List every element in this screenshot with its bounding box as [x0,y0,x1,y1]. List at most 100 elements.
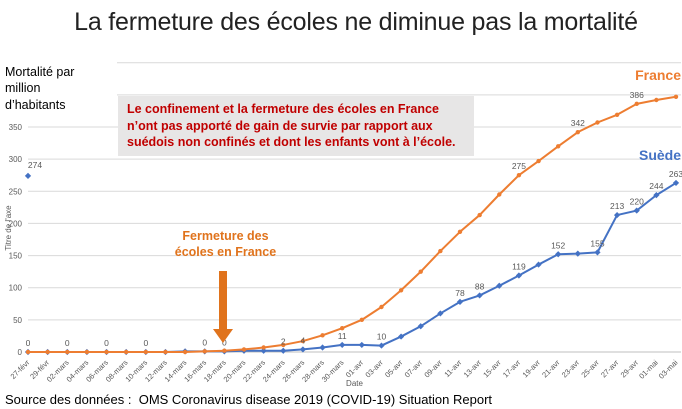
data-point-france [339,326,345,331]
data-point-france [634,101,639,107]
data-label-suède: 4 [301,335,306,345]
annotation-line2: écoles en France [174,244,277,259]
data-point-suède [417,323,424,330]
down-arrow-shaft [219,271,227,330]
data-label-suède: 244 [649,181,663,191]
y-tick-label: 350 [9,123,23,132]
data-point-suède [260,347,267,354]
annotation-line1: Fermeture des [182,229,269,243]
series-label-france: France [635,67,681,83]
data-label-suède: 11 [338,331,347,341]
data-point-suède [319,344,326,351]
data-point-france [182,349,188,355]
data-point-france [497,192,502,197]
data-point-france [477,212,482,218]
x-tick-label: 09-avr [422,358,444,380]
data-point-suède [397,333,405,340]
data-label-suède: 213 [610,201,624,211]
x-tick-label: 25-avr [579,358,601,380]
data-label-france: 0 [143,338,148,348]
data-point-france [575,129,581,135]
data-label-france: 0 [26,338,31,348]
data-point-france [555,144,561,149]
y-axis-title: Titre de l'axe [4,205,13,251]
x-tick-label: 03-mai [657,358,680,381]
school-closure-annotation: Fermeture des écoles en France [143,229,308,260]
data-point-france [614,112,620,117]
data-point-france [45,349,50,355]
slide-title: La fermeture des écoles ne diminue pas l… [74,8,638,36]
stray-data-point [24,172,32,179]
data-point-suède [280,347,287,354]
down-arrow-icon [213,271,233,343]
x-tick-label: 17-avr [501,358,523,380]
insight-textbox: Le confinement et la fermeture des école… [118,96,474,156]
data-source-text: Source des données : OMS Coronavirus dis… [5,392,493,407]
data-label-france: 275 [512,161,526,171]
data-point-france [595,120,600,125]
data-label-france: 386 [630,90,644,100]
series-label-suede: Suède [638,147,681,163]
data-point-suède [339,341,346,349]
data-point-suède [437,310,444,317]
y-tick-label: 200 [9,219,23,228]
data-label-suède: 263 [669,169,682,179]
data-point-france [359,317,365,323]
data-point-france [202,349,207,354]
data-point-suède [476,292,483,299]
data-point-france [123,349,129,355]
y-tick-label: 300 [9,155,23,164]
data-point-france [457,229,463,234]
data-label-france: 342 [571,118,585,128]
y-axis-unit-line3: d’habitants [5,97,66,112]
y-tick-label: 100 [9,284,23,293]
x-tick-label: 01-avr [344,358,366,380]
y-tick-label: 150 [9,252,23,261]
x-tick-label: 21-avr [540,358,562,380]
stray-data-label: 274 [28,160,42,170]
data-point-france [65,349,70,355]
data-point-france [222,348,227,353]
x-tick-label: 29-avr [619,358,641,380]
series-line-france [27,95,677,353]
data-point-france [281,342,286,348]
y-axis-unit-line2: million [5,81,41,96]
data-point-suède [496,282,503,289]
data-point-france [418,269,423,274]
data-point-france [654,97,659,103]
x-tick-label: 13-avr [462,358,484,380]
data-point-france [516,173,522,178]
y-axis-unit-line1: Mortalité par [5,65,75,79]
data-label-suède: 2 [281,337,286,347]
data-label-suède: 119 [512,262,526,272]
data-label-france: 0 [65,338,70,348]
data-label-suède: 155 [590,238,604,248]
x-tick-label: 27-avr [599,358,621,380]
data-label-suède: 152 [551,240,565,250]
x-tick-label: 01-mai [637,358,660,381]
x-tick-label: 03-avr [363,358,385,380]
y-axis-unit-label: Mortalité par million d’habitants [0,58,117,121]
x-tick-label: 15-avr [481,358,503,380]
data-point-france [261,345,266,350]
data-point-france [25,349,31,355]
data-point-suède [299,346,307,353]
data-point-france [320,333,325,338]
data-point-france [673,94,679,99]
data-label-france: 0 [202,337,207,347]
data-point-france [84,349,90,355]
data-point-suède [456,298,464,305]
x-tick-label: 11-avr [442,358,463,379]
data-point-france [398,288,404,293]
x-axis-title: Date [346,379,363,388]
data-point-france [300,338,306,344]
data-label-france: 0 [104,338,109,348]
y-tick-label: 250 [9,187,23,196]
data-point-france [379,304,384,310]
down-arrow-head [213,329,233,343]
x-tick-label: 30-mars [320,358,346,384]
data-point-france [143,349,149,355]
data-point-france [438,248,443,254]
